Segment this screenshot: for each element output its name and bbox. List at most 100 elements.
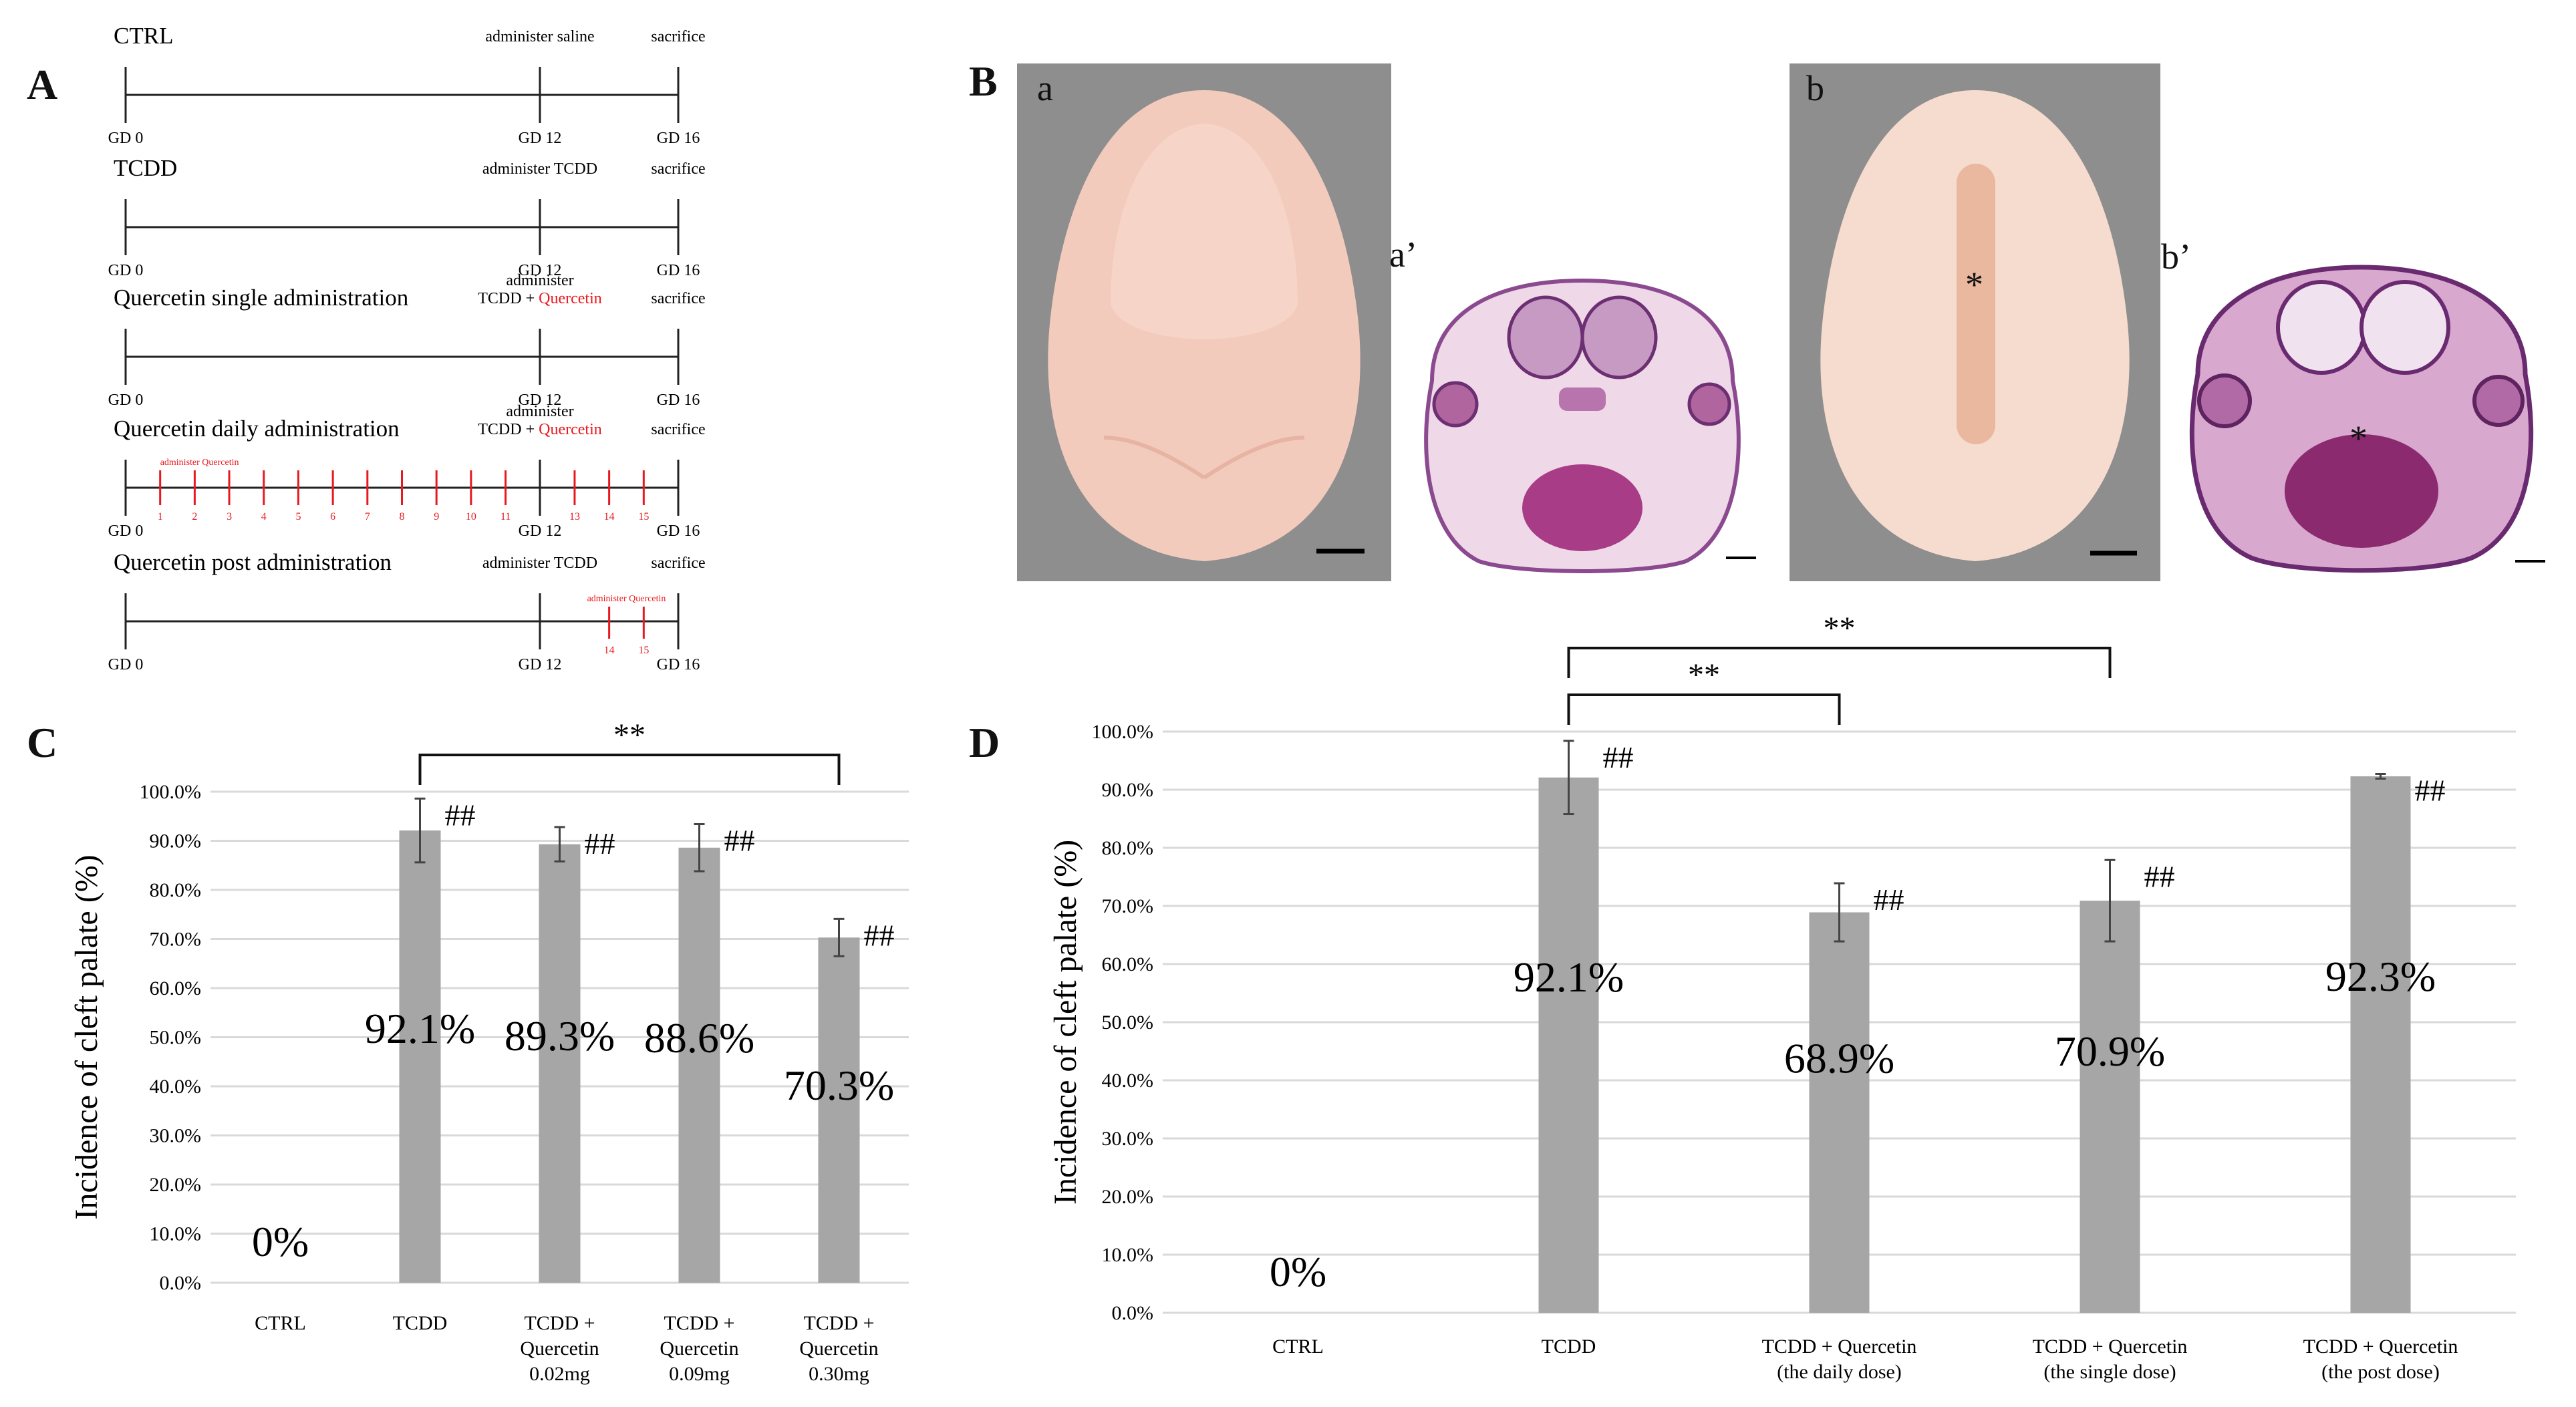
- palate-photo-b: b *: [1790, 63, 2160, 581]
- timeline-gd-start: GD 0: [108, 522, 144, 540]
- timeline-gd-event: GD 12: [519, 262, 562, 279]
- panel-letter-a: A: [27, 61, 58, 108]
- significance-hash: ##: [2144, 859, 2175, 893]
- value-label: 70.9%: [2055, 1028, 2165, 1075]
- panel-letter-b: B: [969, 57, 998, 105]
- y-tick-label: 40.0%: [150, 1076, 202, 1098]
- significance-hash: ##: [864, 918, 895, 952]
- significance-bracket: [1567, 693, 1841, 725]
- category-label: Quercetin: [520, 1338, 599, 1360]
- y-tick-label: 40.0%: [1102, 1070, 1154, 1092]
- value-label: 89.3%: [505, 1012, 615, 1060]
- category-label: Quercetin: [799, 1338, 878, 1360]
- y-tick-label: 60.0%: [1102, 953, 1154, 975]
- timeline-row-title: TCDD: [114, 155, 177, 181]
- category-label: (the post dose): [2321, 1361, 2440, 1383]
- category-label: TCDD + Quercetin: [2033, 1336, 2188, 1358]
- timeline-event-label: administer TCDD: [482, 555, 597, 572]
- timeline-row-title: CTRL: [114, 23, 173, 49]
- timeline-gd-end: GD 16: [657, 262, 700, 279]
- value-label: 92.1%: [1514, 953, 1624, 1001]
- value-label: 68.9%: [1784, 1034, 1894, 1082]
- timeline-schematic: CTRL administer saline sacrifice GD 0 GD 12 G…: [108, 23, 706, 673]
- daily-dose-label: 1: [158, 511, 163, 522]
- value-label: 0%: [252, 1218, 309, 1265]
- bar: [818, 937, 860, 1283]
- daily-dose-label: 4: [261, 511, 267, 522]
- timeline-row: Quercetin post administration administer …: [108, 549, 706, 673]
- bar: [2350, 776, 2411, 1313]
- y-tick-label: 10.0%: [150, 1223, 202, 1245]
- photo-label-a-prime: a’: [1389, 234, 1417, 275]
- y-tick-label: 90.0%: [1102, 779, 1154, 801]
- category-label: (the daily dose): [1777, 1361, 1902, 1383]
- category-label: Quercetin: [660, 1338, 738, 1360]
- category-label: (the single dose): [2043, 1361, 2176, 1383]
- significance-hash: ##: [585, 826, 615, 861]
- category-label: TCDD +: [803, 1312, 874, 1334]
- timeline-event-label: administer TCDD: [482, 160, 597, 178]
- category-label: CTRL: [255, 1312, 306, 1334]
- daily-dose-label: 14: [604, 511, 615, 522]
- timeline-gd-event: GD 12: [519, 522, 562, 540]
- value-label: 92.3%: [2325, 953, 2436, 1000]
- y-tick-label: 50.0%: [150, 1027, 202, 1049]
- significance-hash: ##: [1603, 740, 1634, 774]
- significance-hash: ##: [724, 824, 755, 858]
- category-label: TCDD + Quercetin: [1762, 1336, 1917, 1358]
- timeline-gd-start: GD 0: [108, 656, 144, 673]
- daily-dose-label: 5: [295, 511, 301, 522]
- timeline-event-label: administer: [506, 272, 573, 289]
- photo-label-a: a: [1037, 68, 1053, 108]
- timeline-row: TCDD administer TCDD sacrifice GD 0 GD 12 GD …: [108, 155, 706, 279]
- timeline-gd-end: GD 16: [657, 130, 700, 147]
- timeline-gd-end: GD 16: [657, 392, 700, 409]
- category-label: TCDD + Quercetin: [2303, 1336, 2458, 1358]
- bar: [2080, 901, 2140, 1313]
- timeline-event-label-line2: TCDD + Quercetin: [478, 290, 602, 307]
- category-label: TCDD: [1542, 1336, 1596, 1358]
- timeline-gd-event: GD 12: [519, 130, 562, 147]
- daily-dose-label: 10: [466, 511, 476, 522]
- daily-dose-label: 2: [192, 511, 197, 522]
- timeline-row: Quercetin single administration administe…: [108, 272, 706, 409]
- daily-dose-label: 11: [500, 511, 511, 522]
- timeline-end-label: sacrifice: [651, 28, 705, 45]
- bar: [678, 847, 720, 1283]
- timeline-gd-event: GD 12: [519, 656, 562, 673]
- y-tick-label: 90.0%: [150, 830, 202, 852]
- timeline-row-title: Quercetin single administration: [114, 285, 408, 311]
- timeline-end-label: sacrifice: [651, 160, 705, 178]
- timeline-row-title: Quercetin daily administration: [114, 416, 400, 442]
- y-tick-label: 70.0%: [150, 929, 202, 951]
- y-tick-label: 70.0%: [1102, 895, 1154, 917]
- timeline-event-label: administer: [506, 403, 573, 420]
- daily-caption: administer Quercetin: [160, 458, 239, 468]
- category-label: TCDD +: [524, 1312, 595, 1334]
- timeline-gd-start: GD 0: [108, 392, 144, 409]
- daily-dose-label: 6: [330, 511, 335, 522]
- y-tick-label: 80.0%: [1102, 837, 1154, 859]
- bar: [539, 844, 581, 1283]
- y-tick-label: 0.0%: [1112, 1302, 1154, 1324]
- y-tick-label: 80.0%: [150, 879, 202, 901]
- photo-label-b: b: [1806, 68, 1824, 108]
- chart-d: 0.0% 10.0% 20.0% 30.0% 40.0% 50.0% 60.0% 70.0% 8…: [1048, 611, 2516, 1383]
- y-tick-label: 0.0%: [160, 1272, 202, 1294]
- timeline-event-label: administer saline: [485, 28, 594, 45]
- y-tick-label: 100.0%: [1092, 721, 1154, 743]
- timeline-gd-start: GD 0: [108, 262, 144, 279]
- significance-stars: **: [1688, 657, 1720, 693]
- timeline-gd-event: GD 12: [519, 392, 562, 409]
- y-tick-label: 50.0%: [1102, 1011, 1154, 1034]
- significance-stars: **: [1824, 611, 1856, 646]
- timeline-gd-end: GD 16: [657, 522, 700, 540]
- histology-photo-b-prime: b’ *: [2161, 230, 2562, 581]
- daily-dose-label: 3: [227, 511, 232, 522]
- bar: [1809, 912, 1870, 1313]
- category-label: 0.30mg: [809, 1363, 869, 1385]
- significance-bracket: [1567, 647, 2112, 678]
- panel-letter-c: C: [27, 719, 58, 766]
- bar: [1538, 777, 1599, 1313]
- y-tick-label: 10.0%: [1102, 1244, 1154, 1266]
